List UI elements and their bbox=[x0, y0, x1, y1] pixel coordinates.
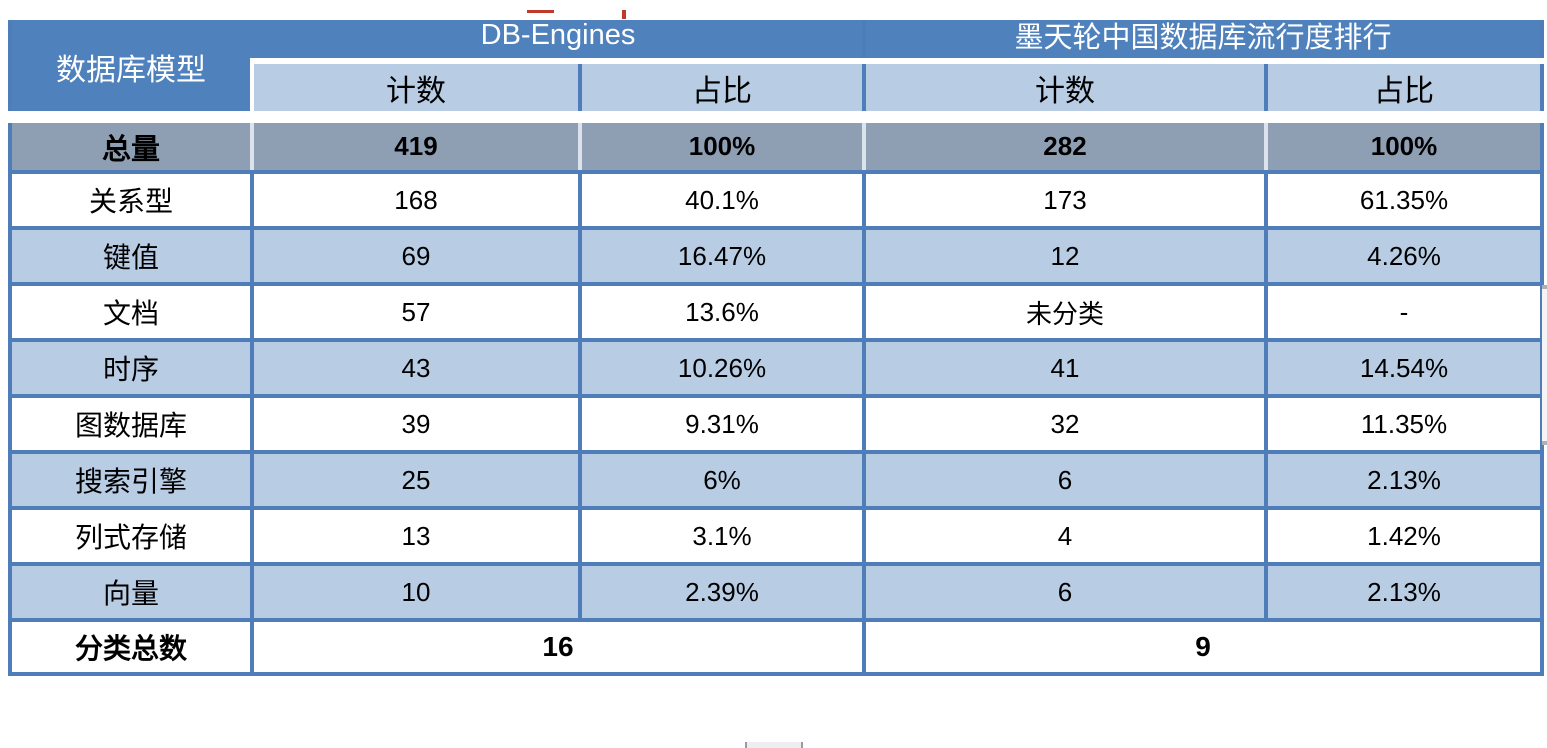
cell-value: 25 bbox=[250, 450, 582, 510]
cell-value: 173 bbox=[862, 170, 1268, 230]
cell-value: 32 bbox=[862, 394, 1268, 454]
cell-value: 43 bbox=[250, 338, 582, 398]
cell-value: 3.1% bbox=[578, 506, 866, 566]
subheader-dbengines-share: 占比 bbox=[578, 58, 866, 123]
row-label: 向量 bbox=[8, 562, 254, 622]
table-row: 时序 43 10.26% 41 14.54% bbox=[8, 338, 1545, 398]
table-row: 向量 10 2.39% 6 2.13% bbox=[8, 562, 1545, 622]
sub-header-row: 计数 占比 计数 占比 bbox=[8, 58, 1545, 123]
cell-value: 2.13% bbox=[1263, 450, 1545, 510]
corner-header-cell-lower bbox=[8, 61, 254, 123]
row-label: 分类总数 bbox=[8, 618, 254, 676]
cell-value: - bbox=[1263, 282, 1545, 342]
row-label: 关系型 bbox=[8, 170, 254, 230]
subheader-modb-share: 占比 bbox=[1263, 58, 1545, 123]
table-row: 键值 69 16.47% 12 4.26% bbox=[8, 226, 1545, 286]
cell-value: 1.42% bbox=[1263, 506, 1545, 566]
cell-value: 2.39% bbox=[578, 562, 866, 622]
table-row: 搜索引擎 25 6% 6 2.13% bbox=[8, 450, 1545, 510]
cell-value: 10.26% bbox=[578, 338, 866, 398]
table-row: 文档 57 13.6% 未分类 - bbox=[8, 282, 1545, 342]
cell-value: 未分类 bbox=[862, 282, 1268, 342]
row-label: 总量 bbox=[8, 111, 254, 174]
row-label: 时序 bbox=[8, 338, 254, 398]
category-count-row: 分类总数 16 9 bbox=[8, 618, 1545, 676]
corner-header-label: 数据库模型 bbox=[56, 53, 206, 87]
cell-value: 168 bbox=[250, 170, 582, 230]
cell-value: 6 bbox=[862, 562, 1268, 622]
cell-value: 39 bbox=[250, 394, 582, 454]
category-count-dbengines: 16 bbox=[250, 618, 866, 676]
row-label: 文档 bbox=[8, 282, 254, 342]
cell-value: 4 bbox=[862, 506, 1268, 566]
cell-value: 100% bbox=[578, 111, 866, 174]
table-row: 列式存储 13 3.1% 4 1.42% bbox=[8, 506, 1545, 566]
row-label: 图数据库 bbox=[8, 394, 254, 454]
row-label: 键值 bbox=[8, 226, 254, 286]
cell-value: 61.35% bbox=[1263, 170, 1545, 230]
cell-value: 16.47% bbox=[578, 226, 866, 286]
red-underline-artifact bbox=[527, 10, 554, 13]
cell-value: 57 bbox=[250, 282, 582, 342]
red-tick-artifact bbox=[622, 10, 626, 19]
cell-value: 6% bbox=[578, 450, 866, 510]
cell-value: 10 bbox=[250, 562, 582, 622]
cell-value: 13.6% bbox=[578, 282, 866, 342]
cell-value: 282 bbox=[862, 111, 1268, 174]
cell-value: 419 bbox=[250, 111, 582, 174]
cropped-text-remnant-strip bbox=[0, 10, 1547, 20]
subheader-dbengines-count: 计数 bbox=[250, 58, 582, 123]
cell-value: 13 bbox=[250, 506, 582, 566]
cell-value: 6 bbox=[862, 450, 1268, 510]
row-label: 列式存储 bbox=[8, 506, 254, 566]
scrollbar-remnant-right bbox=[1542, 285, 1547, 445]
database-model-comparison-table: 数据库模型 DB-Engines 墨天轮中国数据库流行度排行 计数 占比 计数 … bbox=[8, 10, 1545, 676]
total-row: 总量 419 100% 282 100% bbox=[8, 111, 1545, 174]
cell-value: 41 bbox=[862, 338, 1268, 398]
category-count-modb: 9 bbox=[861, 618, 1545, 676]
cell-value: 2.13% bbox=[1263, 562, 1545, 622]
cell-value: 12 bbox=[862, 226, 1268, 286]
table-row: 关系型 168 40.1% 173 61.35% bbox=[8, 170, 1545, 230]
cell-value: 69 bbox=[250, 226, 582, 286]
scrollbar-remnant-bottom bbox=[745, 742, 803, 748]
cell-value: 14.54% bbox=[1263, 338, 1545, 398]
cell-value: 100% bbox=[1263, 111, 1545, 174]
cell-value: 9.31% bbox=[578, 394, 866, 454]
cell-value: 40.1% bbox=[578, 170, 866, 230]
table-row: 图数据库 39 9.31% 32 11.35% bbox=[8, 394, 1545, 454]
cell-value: 11.35% bbox=[1263, 394, 1545, 454]
cell-value: 4.26% bbox=[1263, 226, 1545, 286]
subheader-modb-count: 计数 bbox=[862, 58, 1268, 123]
row-label: 搜索引擎 bbox=[8, 450, 254, 510]
